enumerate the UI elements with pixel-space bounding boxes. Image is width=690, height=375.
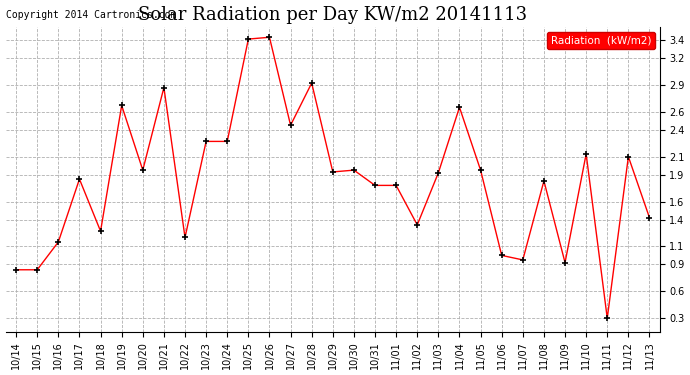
Legend: Radiation  (kW/m2): Radiation (kW/m2) <box>547 32 655 49</box>
Text: Copyright 2014 Cartronics.com: Copyright 2014 Cartronics.com <box>6 10 176 20</box>
Title: Solar Radiation per Day KW/m2 20141113: Solar Radiation per Day KW/m2 20141113 <box>138 6 527 24</box>
